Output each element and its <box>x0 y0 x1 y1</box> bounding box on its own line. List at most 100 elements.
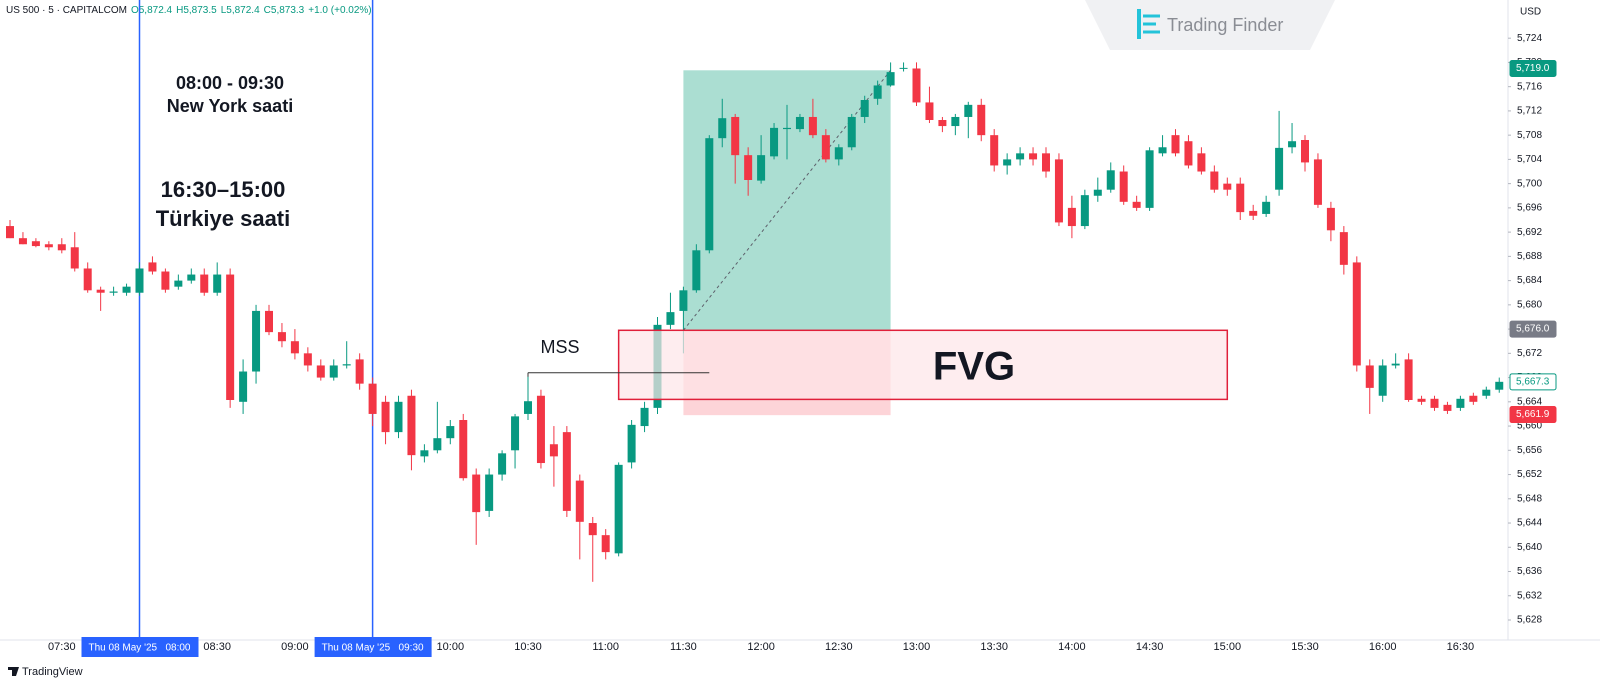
candle-body <box>524 401 532 414</box>
candle-body <box>342 364 351 366</box>
y-tick-label: 5,684 <box>1517 275 1542 286</box>
candle-body <box>847 116 856 148</box>
price-tag-label: 5,661.9 <box>1516 409 1550 420</box>
candle-body <box>1029 153 1038 160</box>
candle-body <box>1404 359 1413 400</box>
candle-body <box>692 250 701 291</box>
x-tick-label: 07:30 <box>48 641 76 653</box>
candle-body <box>1249 210 1258 216</box>
y-tick-label: 5,656 <box>1517 445 1542 456</box>
candle-body <box>1495 381 1504 390</box>
candle-body <box>899 67 908 69</box>
y-tick-label: 5,660 <box>1517 421 1542 432</box>
chart-header: US 500 · 5 · CAPITALCOM O5,872.4 H5,873.5 L… <box>6 5 372 16</box>
candle-body <box>627 424 636 463</box>
candle-body <box>70 247 79 269</box>
candle-body <box>1016 153 1025 160</box>
price-tag-label: 5,719.0 <box>1516 63 1550 74</box>
mss-label: MSS <box>540 337 579 357</box>
candle-body <box>83 268 92 291</box>
candle-body <box>1158 147 1167 154</box>
candle-body <box>511 416 520 451</box>
candle-body <box>614 464 623 554</box>
candle-body <box>808 116 817 136</box>
candle-body <box>886 72 895 86</box>
price-tag <box>1509 373 1557 391</box>
y-tick-label: 5,628 <box>1517 615 1542 626</box>
candle-body <box>1106 170 1115 190</box>
candle-body <box>1119 171 1128 202</box>
trade-path <box>683 69 891 331</box>
session-badge-label: Thu 08 May '25 08:00 <box>89 643 191 654</box>
candle-body <box>57 244 66 251</box>
candle-body <box>265 310 273 333</box>
x-tick-label: 12:00 <box>747 641 775 653</box>
candle-body <box>1352 262 1361 366</box>
candle-body <box>1288 141 1297 148</box>
candle-body <box>277 332 286 342</box>
candle-body <box>1391 363 1400 366</box>
candle-body <box>316 365 325 378</box>
candle-body <box>990 135 999 166</box>
x-tick-label: 16:00 <box>1369 641 1397 653</box>
price-tag <box>1509 406 1557 424</box>
y-tick-label: 5,688 <box>1517 251 1542 262</box>
candle-body <box>485 474 494 511</box>
candle-body <box>1236 183 1245 213</box>
candle-body <box>1417 398 1426 402</box>
y-tick-label: 5,644 <box>1517 518 1542 529</box>
session-label: New York saati <box>167 96 293 116</box>
candle-body <box>1378 365 1387 396</box>
candle-body <box>1145 150 1154 208</box>
candle-body <box>239 371 248 402</box>
candle-body <box>96 289 105 293</box>
y-tick-label: 5,708 <box>1517 130 1542 141</box>
candle-body <box>1339 232 1348 265</box>
candle-body <box>588 523 597 536</box>
candle-body <box>731 116 740 156</box>
candle-body <box>1184 141 1193 166</box>
session-badge <box>314 637 432 657</box>
y-tick-label: 5,712 <box>1517 106 1542 117</box>
candle-body <box>951 116 960 127</box>
candle-body <box>200 274 209 293</box>
candle-body <box>873 85 882 99</box>
x-tick-label: 12:30 <box>825 641 853 653</box>
candle-body <box>1197 153 1206 172</box>
candle-body <box>770 127 779 157</box>
candle-body <box>252 310 261 372</box>
quote: +1.0 (+0.02%) <box>308 5 371 16</box>
candle-body <box>446 426 455 439</box>
candle-body <box>795 116 804 130</box>
candle-body <box>148 262 157 272</box>
x-tick-label: 15:30 <box>1291 641 1319 653</box>
candle-body <box>303 353 312 366</box>
candle-body <box>1301 140 1309 163</box>
y-tick-label: 5,716 <box>1517 81 1542 92</box>
candle-body <box>1054 159 1063 223</box>
candle-body <box>187 274 196 281</box>
x-tick-label: 13:30 <box>980 641 1008 653</box>
session-badge-label: Thu 08 May '25 09:30 <box>322 643 424 654</box>
session-badge <box>81 637 199 657</box>
session-label: 08:00 - 09:30 <box>176 73 284 93</box>
brand-logo <box>1137 9 1160 39</box>
candle-body <box>420 450 429 457</box>
candle-body <box>290 341 299 354</box>
candle-body <box>562 432 571 511</box>
candle-body <box>161 271 170 290</box>
candle-body <box>226 274 235 400</box>
candle-body <box>821 135 830 160</box>
candle-body <box>925 102 934 120</box>
candle-body <box>498 453 507 475</box>
candle-body <box>536 395 545 464</box>
candle-body <box>122 286 131 293</box>
candle-body <box>718 118 727 139</box>
symbol: US 500 · 5 · CAPITALCOM <box>6 5 127 16</box>
y-tick-label: 5,696 <box>1517 203 1542 214</box>
session-label: Türkiye saati <box>156 206 291 231</box>
x-tick-label: 11:00 <box>592 641 619 653</box>
y-tick-label: 5,640 <box>1517 542 1542 553</box>
y-tick-label: 5,636 <box>1517 566 1542 577</box>
